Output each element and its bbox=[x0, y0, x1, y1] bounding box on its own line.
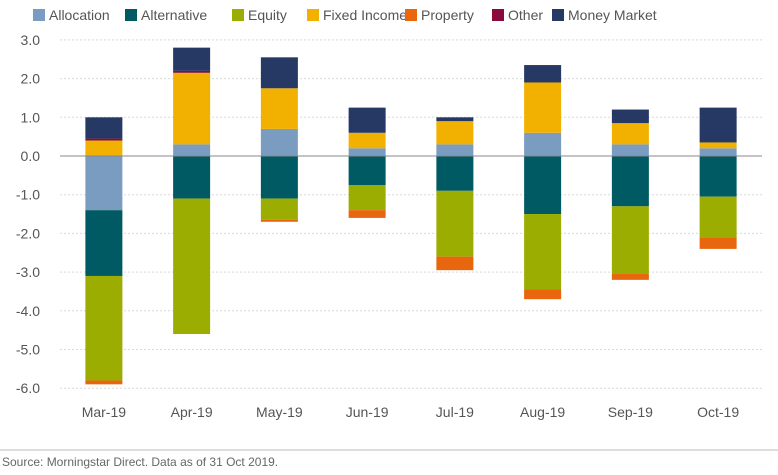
legend-label-fixed-income: Fixed Income bbox=[323, 7, 407, 23]
legend-swatch-equity bbox=[232, 9, 244, 21]
bar-may-19-alternative bbox=[260, 156, 298, 199]
legend-label-money-market: Money Market bbox=[568, 7, 657, 23]
y-tick-label: -4.0 bbox=[16, 303, 40, 319]
bar-jul-19-property bbox=[436, 256, 474, 271]
x-tick-label: Jul-19 bbox=[436, 404, 474, 420]
bar-aug-19-money-market bbox=[524, 65, 562, 83]
bar-apr-19-fixed-income bbox=[173, 72, 211, 145]
y-tick-label: 2.0 bbox=[21, 71, 41, 87]
bar-may-19-equity bbox=[260, 198, 298, 220]
bars bbox=[85, 47, 737, 385]
bar-sep-19-equity bbox=[611, 206, 649, 275]
bar-oct-19-equity bbox=[699, 196, 737, 238]
legend: Allocation Alternative Equity Fixed Income P… bbox=[33, 7, 657, 23]
y-axis: 3.0 2.0 1.0 0.0 -1.0 -2.0 -3.0 -4.0 -5.0 -6.0 bbox=[16, 32, 40, 396]
y-tick-label: -3.0 bbox=[16, 264, 40, 280]
legend-label-equity: Equity bbox=[248, 7, 287, 23]
legend-swatch-money-market bbox=[552, 9, 564, 21]
bar-jul-19-money-market bbox=[436, 117, 474, 122]
bar-jun-19-fixed-income bbox=[348, 132, 386, 149]
bar-may-19-money-market bbox=[260, 57, 298, 89]
legend-swatch-allocation bbox=[33, 9, 45, 21]
x-tick-label: May-19 bbox=[256, 404, 303, 420]
x-tick-label: Jun-19 bbox=[346, 404, 389, 420]
bar-jun-19-property bbox=[348, 210, 386, 218]
bar-mar-19-alternative bbox=[85, 210, 123, 276]
bar-apr-19-money-market bbox=[173, 47, 211, 71]
bar-jun-19-alternative bbox=[348, 156, 386, 186]
bar-oct-19-fixed-income bbox=[699, 142, 737, 149]
y-tick-label: -6.0 bbox=[16, 380, 40, 396]
bar-aug-19-allocation bbox=[524, 132, 562, 156]
y-tick-label: -5.0 bbox=[16, 342, 40, 358]
bar-jul-19-equity bbox=[436, 190, 474, 257]
x-tick-label: Mar-19 bbox=[82, 404, 127, 420]
bar-sep-19-allocation bbox=[611, 144, 649, 156]
bar-may-19-allocation bbox=[260, 128, 298, 156]
legend-swatch-other bbox=[492, 9, 504, 21]
y-tick-label: -2.0 bbox=[16, 225, 40, 241]
legend-swatch-fixed-income bbox=[307, 9, 319, 21]
y-tick-label: 1.0 bbox=[21, 109, 41, 125]
bar-oct-19-property bbox=[699, 237, 737, 249]
bar-mar-19-property bbox=[85, 380, 123, 385]
bar-apr-19-equity bbox=[173, 198, 211, 335]
bar-sep-19-alternative bbox=[611, 156, 649, 207]
bar-may-19-property bbox=[260, 219, 298, 222]
x-tick-label: Apr-19 bbox=[171, 404, 213, 420]
bar-jun-19-money-market bbox=[348, 107, 386, 133]
bar-mar-19-fixed-income bbox=[85, 140, 123, 156]
legend-label-alternative: Alternative bbox=[141, 7, 207, 23]
y-tick-label: 0.0 bbox=[21, 148, 41, 164]
bar-aug-19-equity bbox=[524, 214, 562, 290]
legend-label-property: Property bbox=[421, 7, 474, 23]
y-tick-label: -1.0 bbox=[16, 187, 40, 203]
legend-label-other: Other bbox=[508, 7, 543, 23]
bar-oct-19-allocation bbox=[699, 148, 737, 156]
bar-mar-19-equity bbox=[85, 275, 123, 381]
bar-mar-19-allocation bbox=[85, 156, 123, 211]
bar-sep-19-property bbox=[611, 274, 649, 280]
x-tick-label: Aug-19 bbox=[520, 404, 565, 420]
bar-oct-19-alternative bbox=[699, 156, 737, 197]
bar-mar-19-other bbox=[85, 138, 123, 141]
legend-swatch-property bbox=[405, 9, 417, 21]
bar-sep-19-money-market bbox=[611, 109, 649, 124]
legend-swatch-alternative bbox=[125, 9, 137, 21]
bar-jul-19-allocation bbox=[436, 144, 474, 156]
x-tick-label: Oct-19 bbox=[697, 404, 739, 420]
source-note: Source: Morningstar Direct. Data as of 3… bbox=[2, 455, 278, 469]
bar-apr-19-alternative bbox=[173, 156, 211, 199]
x-tick-label: Sep-19 bbox=[608, 404, 653, 420]
bar-jul-19-fixed-income bbox=[436, 121, 474, 145]
x-axis: Mar-19 Apr-19 May-19 Jun-19 Jul-19 Aug-19 Sep-… bbox=[82, 404, 740, 420]
bar-aug-19-fixed-income bbox=[524, 82, 562, 133]
legend-label-allocation: Allocation bbox=[49, 7, 110, 23]
bar-oct-19-money-market bbox=[699, 107, 737, 143]
bar-jun-19-allocation bbox=[348, 148, 386, 156]
bar-jun-19-equity bbox=[348, 185, 386, 211]
gridlines bbox=[60, 39, 762, 389]
bar-jul-19-alternative bbox=[436, 156, 474, 191]
bar-mar-19-money-market bbox=[85, 117, 123, 139]
bar-may-19-fixed-income bbox=[260, 88, 298, 129]
bar-aug-19-alternative bbox=[524, 156, 562, 215]
bar-apr-19-allocation bbox=[173, 144, 211, 156]
y-tick-label: 3.0 bbox=[21, 32, 41, 48]
bar-apr-19-other bbox=[173, 70, 211, 73]
bar-sep-19-fixed-income bbox=[611, 123, 649, 145]
bar-aug-19-property bbox=[524, 289, 562, 300]
